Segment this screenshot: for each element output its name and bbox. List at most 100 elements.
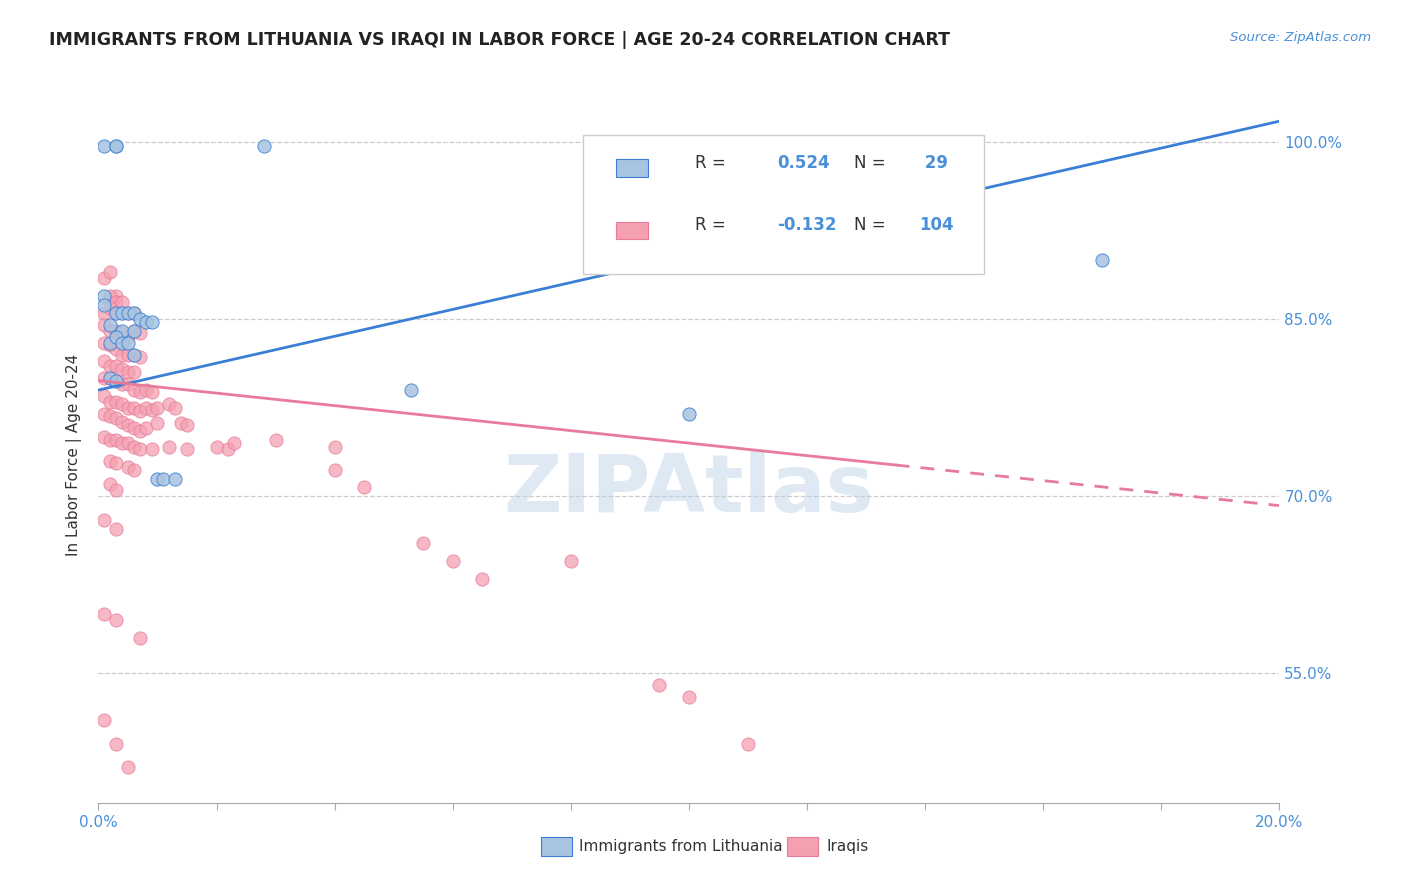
Point [441,554,464,568]
FancyBboxPatch shape [582,135,984,274]
Point [560,554,582,568]
Point [412,536,434,550]
Point [105,395,128,409]
Point [98,335,121,350]
Text: -0.132: -0.132 [778,217,837,235]
Point [146,416,169,430]
Point [117,306,139,320]
Point [165,401,187,415]
Point [141,442,163,456]
Point [141,403,163,417]
Point [128,631,150,645]
Point [93,407,115,421]
Point [105,613,128,627]
Point [117,436,139,450]
Point [111,436,134,450]
Point [111,415,134,429]
FancyBboxPatch shape [616,160,648,177]
Point [98,395,121,409]
Point [98,433,121,447]
Point [98,289,121,303]
Y-axis label: In Labor Force | Age 20-24: In Labor Force | Age 20-24 [66,354,83,556]
Point [93,139,115,153]
Point [111,361,134,376]
Point [111,397,134,411]
Point [105,374,128,388]
Text: N =: N = [855,153,891,171]
Point [111,324,134,338]
Point [105,139,128,153]
Point [253,139,276,153]
Point [122,348,145,362]
Point [98,371,121,385]
Point [105,483,128,498]
Point [111,377,134,392]
Point [93,335,115,350]
Point [117,348,139,362]
Point [93,713,115,727]
Text: Iraqis: Iraqis [827,839,869,854]
Point [176,442,198,456]
Point [122,463,145,477]
Point [111,306,134,320]
Point [98,409,121,423]
Point [98,477,121,491]
Point [1091,253,1114,268]
Point [93,371,115,385]
Point [135,401,157,415]
Point [122,324,145,338]
Point [105,289,128,303]
Point [117,459,139,474]
Point [165,471,187,485]
Point [157,440,180,454]
Point [117,401,139,415]
Point [105,737,128,751]
Point [98,338,121,352]
Point [205,440,228,454]
Point [98,324,121,338]
Point [98,454,121,468]
Point [353,480,375,494]
Point [264,433,287,447]
Point [323,463,346,477]
Point [157,397,180,411]
Point [117,760,139,774]
Point [122,348,145,362]
Point [678,690,700,704]
Point [122,383,145,397]
Point [122,401,145,415]
Point [122,306,145,320]
Point [117,306,139,320]
Point [93,318,115,333]
Text: Immigrants from Lithuania: Immigrants from Lithuania [579,839,783,854]
Point [98,371,121,385]
Point [111,335,134,350]
Point [117,418,139,433]
Point [117,377,139,392]
Point [170,416,193,430]
Point [128,326,150,341]
Point [111,326,134,341]
Text: IMMIGRANTS FROM LITHUANIA VS IRAQI IN LABOR FORCE | AGE 20-24 CORRELATION CHART: IMMIGRANTS FROM LITHUANIA VS IRAQI IN LA… [49,31,950,49]
Text: 104: 104 [920,217,953,235]
Point [128,350,150,364]
Point [105,411,128,425]
Point [678,407,700,421]
Point [93,289,115,303]
Point [93,271,115,285]
FancyBboxPatch shape [616,222,648,239]
Point [117,335,139,350]
Point [128,385,150,400]
Point [141,385,163,400]
Point [98,359,121,374]
Point [141,315,163,329]
Point [93,513,115,527]
Point [224,436,246,450]
Point [93,607,115,621]
Point [93,353,115,368]
Text: 29: 29 [920,153,948,171]
Point [122,324,145,338]
Text: R =: R = [695,217,731,235]
Text: 0.524: 0.524 [778,153,830,171]
Point [98,318,121,333]
